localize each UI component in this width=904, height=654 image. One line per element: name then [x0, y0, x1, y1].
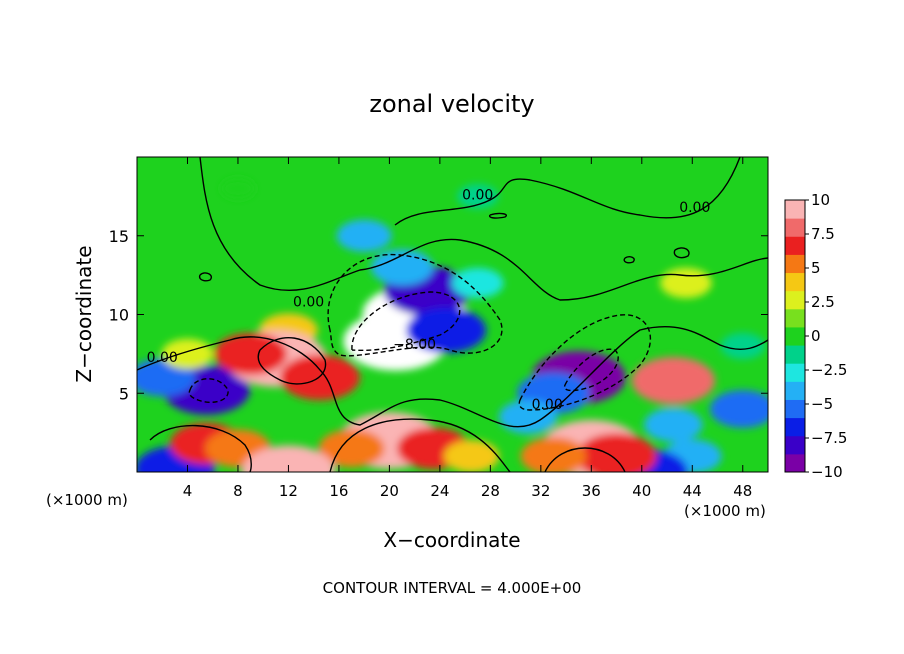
colorbar: [785, 200, 805, 473]
contour-label-1: 0.00: [679, 200, 710, 216]
colorbar-tick-label-6: −5: [811, 395, 833, 413]
colorbar-swatch-4: [785, 381, 805, 400]
contour-label-5: 0.00: [532, 397, 563, 413]
colorbar-tick-label-5: −2.5: [811, 361, 847, 379]
velocity-field: [137, 178, 768, 472]
x-tick-label-7: 32: [531, 482, 550, 500]
colorbar-tick-label-0: 10: [811, 191, 830, 209]
x-tick-label-11: 48: [733, 482, 752, 500]
y-axis-ticks: 5 10 15: [109, 227, 768, 403]
contour-lines: [137, 157, 768, 472]
colorbar-swatch-0: [785, 453, 805, 473]
contour-line-dashed-east: [518, 314, 651, 411]
contour-label-0: 0.00: [462, 188, 493, 204]
field-anomaly-9: [709, 390, 768, 428]
field-anomaly-3: [406, 307, 487, 353]
field-anomaly-23: [631, 357, 715, 405]
colorbar-swatch-1: [785, 435, 805, 455]
contour-labels: 0.00 0.00 0.00 0.00 −8.00 0.00: [147, 188, 711, 413]
colorbar-swatch-10: [785, 272, 805, 292]
colorbar-tick-label-4: 0: [811, 327, 821, 345]
field-anomaly-28: [443, 440, 499, 472]
contour-label-2: 0.00: [293, 295, 324, 311]
contour-line-zero-top: [394, 157, 741, 226]
x-tick-label-0: 4: [183, 482, 193, 500]
y-axis-label: Z−coordinate: [72, 245, 96, 382]
colorbar-swatch-14: [785, 200, 805, 219]
contour-line-dashed-west-core: [351, 291, 461, 352]
x-axis-ticks: 4 8 12 16 20 24 28 32 36 40 44 48: [183, 157, 752, 500]
colorbar-swatch-2: [785, 417, 805, 437]
field-anomaly-16: [451, 267, 504, 299]
x-tick-label-10: 44: [683, 482, 702, 500]
contour-line-dashed-southwest: [188, 378, 229, 403]
x-tick-label-4: 20: [380, 482, 399, 500]
chart-title: zonal velocity: [369, 90, 534, 118]
colorbar-swatch-5: [785, 363, 805, 382]
x-tick-label-9: 40: [632, 482, 651, 500]
y-tick-label-1: 10: [109, 306, 129, 325]
contour-label-3: 0.00: [147, 350, 178, 366]
field-anomaly-36: [720, 332, 765, 360]
field-anomaly-17: [457, 184, 499, 209]
field-anomaly-30: [576, 433, 657, 472]
colorbar-swatch-3: [785, 399, 805, 419]
contour-interval-note: CONTOUR INTERVAL = 4.000E+00: [323, 579, 582, 597]
contour-line-dashed-east-core: [563, 348, 619, 392]
contour-line-zero-lower: [137, 326, 768, 428]
field-anomaly-31: [520, 437, 587, 472]
colorbar-tick-label-3: 2.5: [811, 293, 835, 311]
field-anomaly-6: [498, 399, 558, 434]
x-unit-left: (×1000 m): [46, 491, 128, 509]
colorbar-tick-label-2: 5: [811, 259, 821, 277]
contour-line-positive-cells: [149, 336, 626, 472]
field-anomaly-34: [241, 445, 336, 472]
colorbar-swatch-8: [785, 308, 805, 328]
field-anomaly-35: [221, 178, 255, 199]
colorbar-tick-label-7: −7.5: [811, 429, 847, 447]
contour-line-negative-small: [198, 212, 690, 282]
x-tick-label-5: 24: [430, 482, 449, 500]
colorbar-swatch-13: [785, 218, 805, 237]
colorbar-swatch-12: [785, 236, 805, 255]
colorbar-swatch-11: [785, 254, 805, 274]
field-anomaly-24: [660, 267, 712, 299]
x-axis-label: X−coordinate: [383, 528, 520, 552]
x-tick-label-2: 12: [279, 482, 298, 500]
x-tick-label-6: 28: [481, 482, 500, 500]
x-tick-label-1: 8: [233, 482, 243, 500]
field-anomaly-22: [161, 338, 214, 369]
plot-area: 0.00 0.00 0.00 0.00 −8.00 0.00: [137, 157, 768, 472]
colorbar-tick-label-1: 7.5: [811, 225, 835, 243]
field-anomaly-14: [336, 219, 392, 252]
x-tick-label-8: 36: [582, 482, 601, 500]
field-anomaly-21: [280, 354, 360, 401]
colorbar-tick-label-8: −10: [811, 463, 843, 481]
y-tick-label-2: 15: [109, 227, 129, 246]
contour-line-zero-upper: [199, 157, 768, 301]
contour-line-dashed-west: [327, 253, 503, 357]
contour-label-4: −8.00: [393, 337, 436, 353]
colorbar-swatch-6: [785, 345, 805, 364]
x-tick-label-3: 16: [329, 482, 348, 500]
colorbar-ticks: 10 7.5 5 2.5 0 −2.5 −5 −7.5 −10: [805, 191, 847, 481]
colorbar-swatch-7: [785, 326, 805, 346]
colorbar-swatch-9: [785, 290, 805, 310]
x-unit-right: (×1000 m): [684, 502, 766, 520]
y-tick-label-0: 5: [119, 384, 129, 403]
field-anomaly-11: [644, 407, 703, 442]
